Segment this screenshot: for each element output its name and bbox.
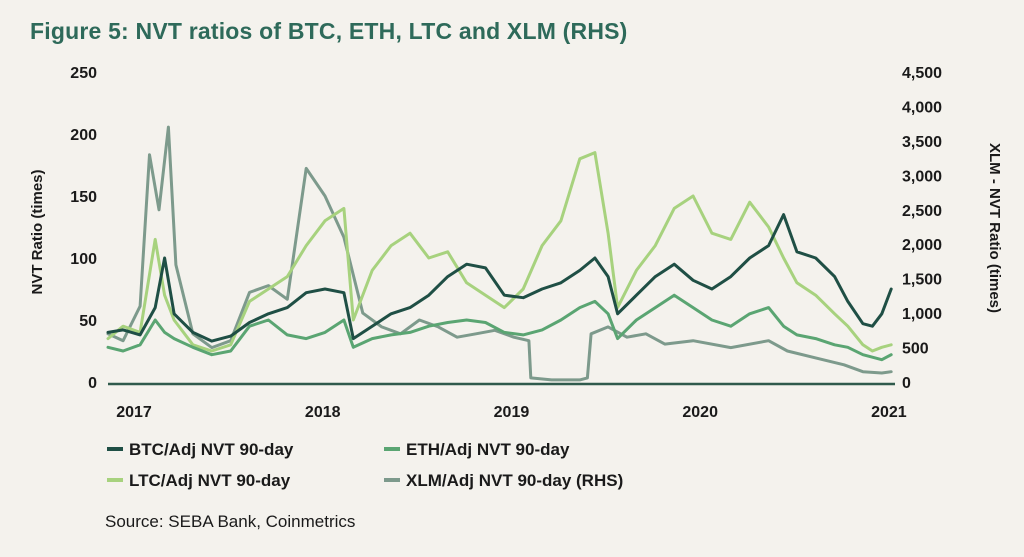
y2-tick-label: 500 xyxy=(902,341,929,358)
x-tick-label: 2021 xyxy=(871,404,907,421)
y2-tick-label: 2,500 xyxy=(902,203,942,220)
y-axis-label: NVT Ratio (times) xyxy=(29,169,46,294)
legend-label: LTC/Adj NVT 90-day xyxy=(129,471,291,490)
chart-title: Figure 5: NVT ratios of BTC, ETH, LTC an… xyxy=(30,18,628,44)
y-tick-label: 200 xyxy=(70,127,97,144)
series-line-btc xyxy=(106,213,893,343)
y-tick-label: 250 xyxy=(70,65,97,82)
legend-label: ETH/Adj NVT 90-day xyxy=(406,440,570,459)
y-axis-left: 0 50 100 150 200 250 xyxy=(70,65,97,392)
y2-tick-label: 0 xyxy=(902,375,911,392)
legend-label: BTC/Adj NVT 90-day xyxy=(129,440,294,459)
x-tick-label: 2018 xyxy=(305,404,341,421)
x-tick-label: 2017 xyxy=(116,404,152,421)
legend-label: XLM/Adj NVT 90-day (RHS) xyxy=(406,471,623,490)
series-lines xyxy=(106,125,893,382)
x-tick-label: 2020 xyxy=(682,404,718,421)
y2-tick-label: 1,000 xyxy=(902,306,942,323)
y-tick-label: 150 xyxy=(70,189,97,206)
series-line-eth xyxy=(106,293,893,362)
series-line-xlm xyxy=(106,125,893,382)
x-axis: 2017 2018 2019 2020 2021 xyxy=(116,404,907,421)
y2-axis-label: XLM - NVT Ratio (times) xyxy=(986,143,1003,313)
x-tick-label: 2019 xyxy=(494,404,530,421)
series-line-ltc xyxy=(106,151,893,353)
y2-tick-label: 4,500 xyxy=(902,65,942,82)
y2-tick-label: 3,500 xyxy=(902,134,942,151)
y-axis-right: 0 500 1,000 1,500 2,000 2,500 3,000 3,500 4,000 4… xyxy=(902,65,942,392)
y2-tick-label: 2,000 xyxy=(902,237,942,254)
y2-tick-label: 1,500 xyxy=(902,272,942,289)
y-tick-label: 50 xyxy=(79,313,97,330)
legend: BTC/Adj NVT 90-day ETH/Adj NVT 90-day LTC/… xyxy=(107,440,623,490)
source-note: Source: SEBA Bank, Coinmetrics xyxy=(105,512,356,531)
y2-tick-label: 3,000 xyxy=(902,168,942,185)
y-tick-label: 100 xyxy=(70,251,97,268)
y-tick-label: 0 xyxy=(88,375,97,392)
y2-tick-label: 4,000 xyxy=(902,99,942,116)
